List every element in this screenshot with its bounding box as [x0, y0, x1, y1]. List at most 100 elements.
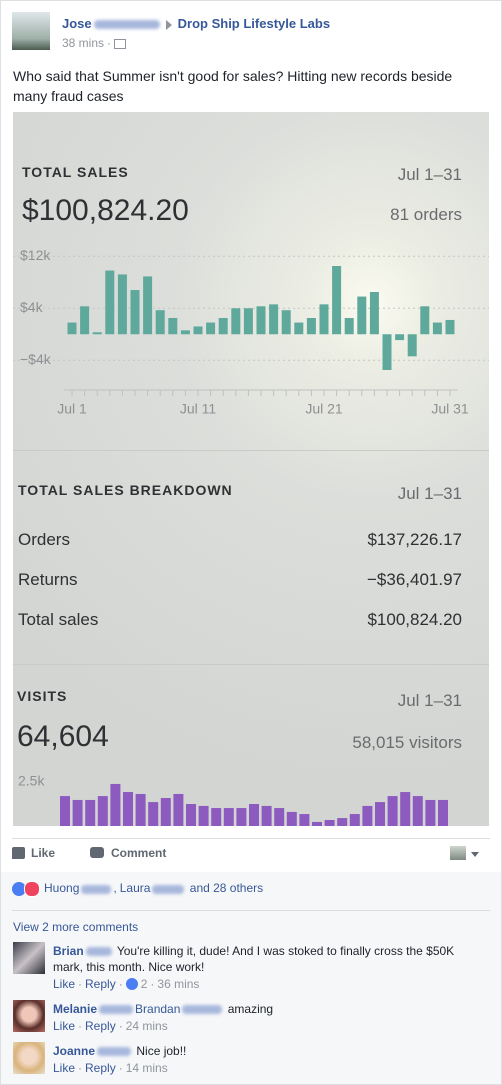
divider: [12, 910, 490, 911]
dropdown-icon[interactable]: [471, 852, 479, 857]
bar: [206, 322, 216, 335]
bar: [400, 792, 411, 826]
post-photo[interactable]: −$4k $4k $12k Jul 1 Jul 11 Jul 21 Jul 31 2.5k T…: [13, 112, 489, 826]
visits-visitors: 58,015 visitors: [352, 733, 462, 752]
like-label: Like: [31, 846, 56, 860]
bar: [420, 306, 430, 335]
audience-icon[interactable]: [114, 38, 127, 49]
comment-meta: Like Reply 2 36 mins: [53, 977, 199, 991]
author-line: Jose Drop Ship Lifestyle Labs: [62, 16, 330, 31]
bar: [369, 292, 379, 335]
bar: [432, 322, 442, 335]
arrow-icon: [165, 19, 172, 30]
comment-label: Comment: [111, 846, 167, 860]
section-divider: [13, 664, 489, 665]
sales-title: TOTAL SALES: [22, 164, 129, 180]
blurred-surname: [97, 1047, 132, 1057]
comment-like[interactable]: Like: [53, 977, 76, 991]
post-time[interactable]: 38 mins: [62, 36, 105, 50]
bar: [135, 793, 146, 826]
blurred-surname: [182, 1005, 223, 1015]
y-tick-label: −$4k: [20, 351, 52, 367]
group-name[interactable]: Drop Ship Lifestyle Labs: [177, 16, 331, 31]
comment-tag[interactable]: Brandan: [135, 1002, 181, 1016]
blurred-surname: [99, 1005, 134, 1015]
comment-author[interactable]: Brian: [53, 944, 84, 958]
comment-avatar[interactable]: [13, 1042, 45, 1074]
blurred-surname: [152, 884, 185, 894]
y-tick-label: $4k: [20, 299, 44, 315]
comma: [113, 881, 116, 895]
bar: [180, 330, 190, 335]
bar: [243, 308, 253, 335]
bar: [223, 808, 234, 826]
comment-like[interactable]: Like: [53, 1061, 76, 1075]
bar: [407, 334, 417, 357]
bar: [294, 322, 304, 335]
bar: [349, 814, 360, 826]
comment-reply[interactable]: Reply: [85, 1019, 116, 1033]
bar: [117, 274, 127, 335]
bar: [80, 306, 90, 335]
comment-avatar[interactable]: [13, 942, 45, 974]
bar: [123, 792, 133, 826]
reactor-name: Laura: [119, 881, 151, 896]
comment-time[interactable]: 24 mins: [125, 1019, 168, 1033]
visits-title: VISITS: [17, 688, 68, 704]
bar: [357, 296, 367, 335]
love-reaction-icon: [24, 881, 40, 897]
more-comments[interactable]: View 2 more comments: [13, 920, 139, 934]
reactions-line[interactable]: Huong Laura and 28 others: [12, 881, 263, 897]
comment-icon: [90, 847, 104, 858]
visits-total: 64,604: [17, 720, 109, 753]
x-tick-label: Jul 21: [305, 401, 343, 417]
comment-author[interactable]: Melanie: [53, 1002, 98, 1016]
like-button[interactable]: Like: [12, 846, 55, 860]
separator: [116, 1061, 126, 1075]
comment-author[interactable]: Joanne: [53, 1044, 96, 1058]
comment-text: Nice job!!: [136, 1044, 187, 1058]
bar: [155, 310, 165, 335]
bar: [332, 266, 342, 335]
comment-time[interactable]: 36 mins: [157, 977, 200, 991]
like-icon: [12, 847, 25, 859]
page-avatar[interactable]: [450, 846, 466, 860]
bar: [281, 310, 291, 335]
bar: [97, 796, 108, 826]
bar: [438, 799, 448, 826]
comment-meta: Like Reply 14 mins: [53, 1061, 168, 1075]
separator: [116, 977, 126, 991]
bar: [110, 783, 121, 826]
reaction-icon: [125, 978, 138, 990]
bar: [261, 805, 272, 826]
visits-range: Jul 1–31: [397, 691, 462, 710]
bar: [193, 326, 203, 335]
separator: [116, 1019, 126, 1033]
comment-avatar[interactable]: [13, 1000, 45, 1032]
author-name[interactable]: Jose: [62, 16, 92, 31]
breakdown-title: TOTAL SALES BREAKDOWN: [18, 482, 233, 498]
row-value: −$36,401.97: [366, 570, 462, 589]
separator: [104, 36, 114, 50]
comment-reply[interactable]: Reply: [85, 1061, 116, 1075]
bar: [362, 805, 373, 826]
bar: [274, 808, 285, 826]
comment-reply[interactable]: Reply: [85, 977, 116, 991]
row-value: $100,824.20: [367, 610, 462, 629]
separator: [75, 1019, 85, 1033]
comment-like[interactable]: Like: [53, 1019, 76, 1033]
bar: [168, 318, 178, 335]
post-text: Who said that Summer isn't good for sale…: [13, 68, 453, 104]
row-value: $137,226.17: [367, 530, 462, 549]
comment-meta: Like Reply 24 mins: [53, 1019, 168, 1033]
comment-button[interactable]: Comment: [90, 846, 166, 860]
author-avatar[interactable]: [12, 12, 50, 50]
comment-time[interactable]: 14 mins: [125, 1061, 168, 1075]
sales-range: Jul 1–31: [397, 165, 462, 184]
bar: [218, 318, 228, 335]
sales-orders: 81 orders: [390, 205, 462, 224]
bar: [173, 793, 184, 826]
bar: [286, 811, 297, 826]
x-tick-label: Jul 1: [57, 401, 87, 417]
comment-reaction-count[interactable]: 2: [140, 977, 148, 991]
